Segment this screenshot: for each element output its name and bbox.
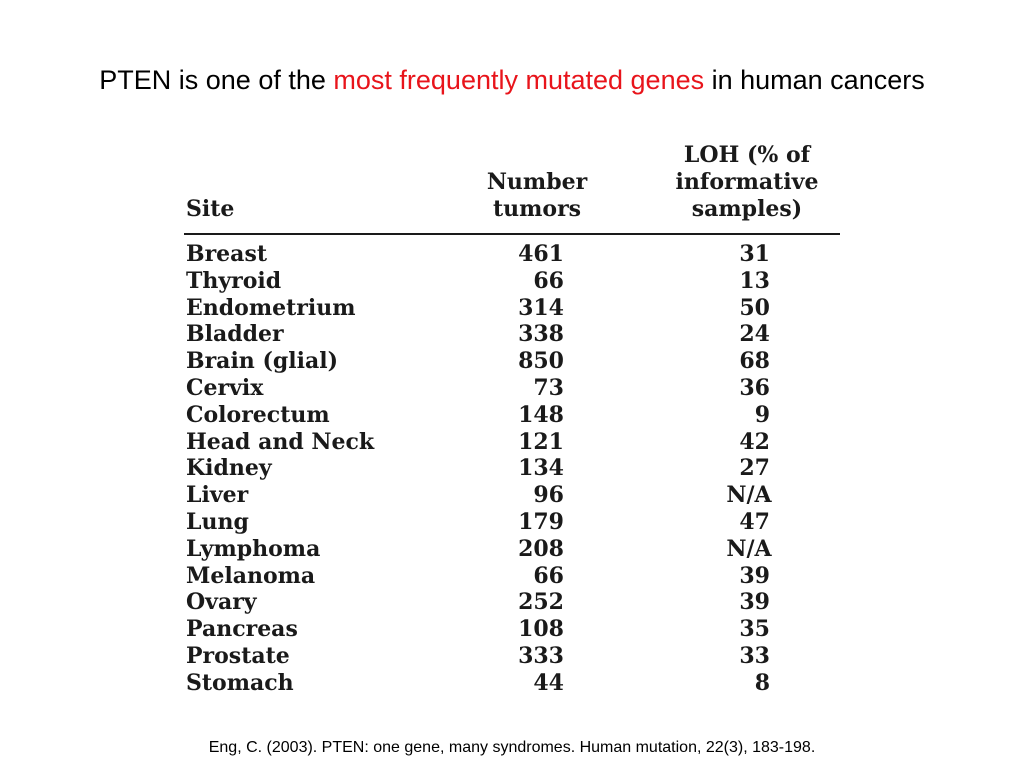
- cell-loh: 36: [739, 374, 770, 401]
- cell-site: Lymphoma: [186, 535, 321, 562]
- cell-loh: 27: [739, 455, 770, 482]
- cell-number: 208: [518, 535, 564, 562]
- cell-number: 66: [533, 267, 564, 294]
- header-loh-line-2: informative: [675, 169, 819, 195]
- table-row: Head and Neck 121 42: [0, 429, 1024, 456]
- cell-loh: 9: [754, 401, 770, 428]
- table-row: Liver 96 N/A: [0, 482, 1024, 509]
- cell-number: 252: [518, 589, 564, 616]
- header-site: Site: [186, 196, 235, 222]
- cell-number: 179: [518, 508, 564, 535]
- cell-loh: 8: [754, 669, 770, 696]
- cell-loh: 47: [739, 508, 770, 535]
- title-highlight: most frequently mutated genes: [333, 65, 705, 95]
- cell-number: 96: [533, 482, 564, 509]
- cell-number: 73: [533, 374, 564, 401]
- cell-site: Kidney: [186, 455, 272, 482]
- table-row: Lung 179 47: [0, 509, 1024, 536]
- cell-site: Colorectum: [186, 401, 330, 428]
- cell-number: 461: [518, 241, 564, 267]
- cell-number: 134: [518, 455, 564, 482]
- table-row: Lymphoma 208 N/A: [0, 536, 1024, 563]
- cell-loh: 31: [739, 241, 770, 267]
- cell-loh: 39: [739, 562, 770, 589]
- cell-site: Liver: [186, 482, 249, 509]
- cell-number: 66: [533, 562, 564, 589]
- cell-loh: 39: [739, 589, 770, 616]
- table-row: Ovary 252 39: [0, 589, 1024, 616]
- cell-site: Stomach: [186, 669, 294, 696]
- header-loh-line-1: LOH (% of: [683, 142, 811, 168]
- cell-site: Endometrium: [186, 294, 356, 321]
- cell-site: Pancreas: [186, 616, 298, 643]
- cell-site: Prostate: [186, 642, 290, 669]
- header-number-tumors: Number tumors: [464, 169, 610, 223]
- cell-site: Ovary: [186, 589, 257, 616]
- cell-number: 338: [518, 321, 564, 348]
- citation: Eng, C. (2003). PTEN: one gene, many syn…: [208, 739, 816, 756]
- cell-number: 148: [518, 401, 564, 428]
- slide-title: PTEN is one of the most frequently mutat…: [0, 62, 1024, 98]
- table-row: Breast 461 31: [0, 241, 1024, 268]
- table-body: Breast 461 31 Thyroid 66 13 Endometrium …: [0, 241, 1024, 697]
- table-row: Kidney 134 27: [0, 455, 1024, 482]
- cell-number: 333: [518, 642, 564, 669]
- table-row: Brain (glial) 850 68: [0, 348, 1024, 375]
- cell-number: 44: [533, 669, 564, 696]
- table-row: Bladder 338 24: [0, 321, 1024, 348]
- cell-loh: N/A: [726, 535, 772, 562]
- table-row: Pancreas 108 35: [0, 616, 1024, 643]
- table-row: Melanoma 66 39: [0, 563, 1024, 590]
- cell-site: Lung: [186, 508, 249, 535]
- table-row: Cervix 73 36: [0, 375, 1024, 402]
- cell-number: 314: [518, 294, 564, 321]
- header-number-line-2: tumors: [492, 196, 582, 222]
- table-row: Stomach 44 8: [0, 670, 1024, 697]
- cell-loh: 13: [739, 267, 770, 294]
- cell-number: 121: [518, 428, 564, 455]
- cell-site: Brain (glial): [186, 348, 338, 375]
- header-loh-line-3: samples): [691, 196, 803, 222]
- cell-loh: 42: [739, 428, 770, 455]
- table-row: Thyroid 66 13: [0, 268, 1024, 295]
- cell-loh: 68: [739, 348, 770, 375]
- header-loh: LOH (% of informative samples): [640, 142, 854, 223]
- cell-site: Head and Neck: [186, 428, 375, 455]
- cell-loh: 35: [739, 616, 770, 643]
- cell-site: Bladder: [186, 321, 284, 348]
- title-prefix: PTEN is one of the: [99, 65, 334, 95]
- cell-loh: N/A: [726, 482, 772, 509]
- table-row: Endometrium 314 50: [0, 295, 1024, 322]
- cell-site: Cervix: [186, 374, 264, 401]
- title-suffix: in human cancers: [704, 65, 925, 95]
- cell-number: 108: [518, 616, 564, 643]
- cell-loh: 33: [739, 642, 770, 669]
- table-row: Colorectum 148 9: [0, 402, 1024, 429]
- header-number-line-1: Number: [486, 169, 588, 195]
- table-row: Prostate 333 33: [0, 643, 1024, 670]
- cell-loh: 24: [739, 321, 770, 348]
- cell-site: Thyroid: [186, 267, 282, 294]
- cell-number: 850: [518, 348, 564, 375]
- cell-site: Breast: [186, 241, 267, 267]
- cell-loh: 50: [739, 294, 770, 321]
- header-rule: [184, 233, 840, 235]
- cell-site: Melanoma: [186, 562, 316, 589]
